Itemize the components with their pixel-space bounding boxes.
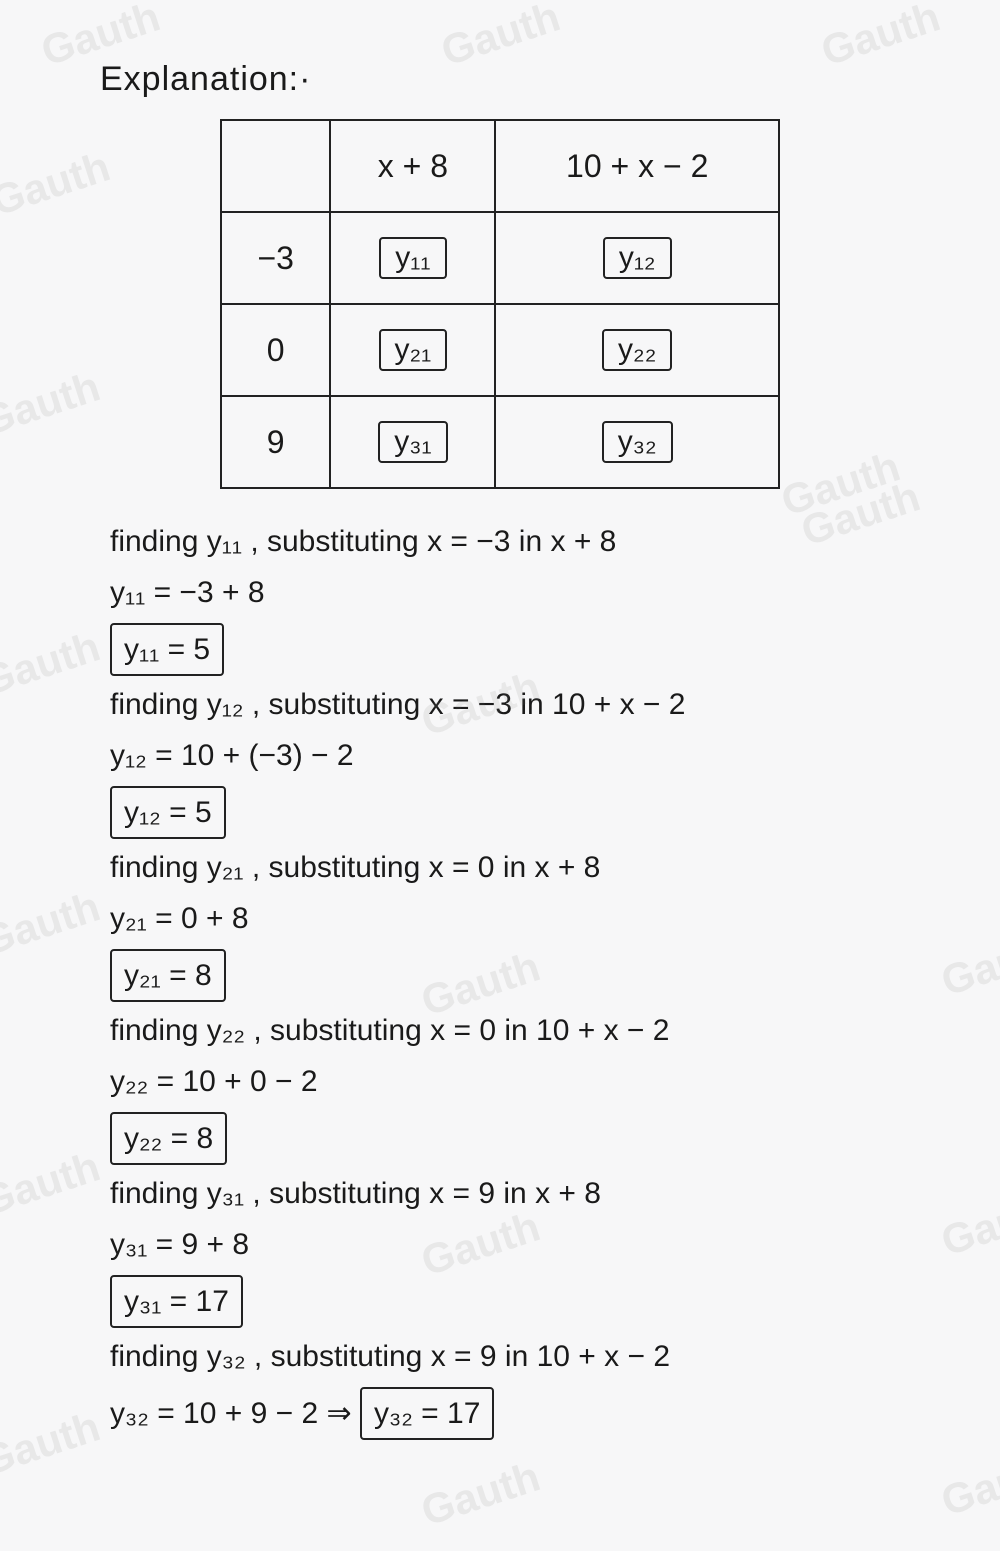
watermark: Gauth (936, 1182, 1000, 1265)
step-intro: finding y₃₁ , substituting x = 9 in x + … (110, 1171, 920, 1216)
step-intro: finding y₂₂ , substituting x = 0 in 10 +… (110, 1008, 920, 1053)
step-eq: y₃₂ = 10 + 9 − 2 ⇒ (110, 1397, 352, 1430)
step-ans: y₁₂ = 5 (110, 784, 920, 839)
x-value: 9 (221, 396, 330, 488)
y-cell: y₁₁ (330, 212, 495, 304)
step-ans: y₃₁ = 17 (110, 1273, 920, 1328)
answer-box: y₂₁ = 8 (110, 949, 226, 1002)
step-eq: y₃₁ = 9 + 8 (110, 1222, 920, 1267)
table-row: 0 y₂₁ y₂₂ (221, 304, 779, 396)
y11-cell: y₁₁ (379, 237, 446, 279)
explanation-heading: Explanation:· (100, 60, 960, 99)
watermark: Gauth (0, 1402, 106, 1485)
table-header-expr2: 10 + x − 2 (495, 120, 779, 212)
step-ans: y₁₁ = 5 (110, 621, 920, 676)
step-intro: finding y₂₁ , substituting x = 0 in x + … (110, 845, 920, 890)
y12-cell: y₁₂ (603, 237, 672, 279)
answer-box: y₃₂ = 17 (360, 1387, 494, 1440)
y-cell: y₂₁ (330, 304, 495, 396)
y22-cell: y₂₂ (602, 329, 672, 371)
step-eq: y₁₂ = 10 + (−3) − 2 (110, 733, 920, 778)
answer-box: y₂₂ = 8 (110, 1112, 227, 1165)
watermark: Gauth (0, 622, 106, 705)
y-cell: y₃₂ (495, 396, 779, 488)
y-cell: y₂₂ (495, 304, 779, 396)
answer-box: y₁₁ = 5 (110, 623, 224, 676)
step-eq: y₂₂ = 10 + 0 − 2 (110, 1059, 920, 1104)
watermark: Gauth (416, 1452, 546, 1535)
y32-cell: y₃₂ (602, 421, 673, 463)
step-intro: finding y₁₂ , substituting x = −3 in 10 … (110, 682, 920, 727)
table-header-blank (221, 120, 330, 212)
work-steps: finding y₁₁ , substituting x = −3 in x +… (110, 519, 920, 1440)
step-eq: y₁₁ = −3 + 8 (110, 570, 920, 615)
step-ans: y₂₁ = 8 (110, 947, 920, 1002)
watermark: Gauth (0, 142, 116, 225)
page: Explanation:· x + 8 10 + x − 2 −3 y₁₁ y₁… (0, 0, 1000, 1551)
watermark: Gauth (0, 1142, 106, 1225)
step-eq-inline: y₃₂ = 10 + 9 − 2 ⇒ y₃₂ = 17 (110, 1385, 920, 1440)
watermark: Gauth (776, 442, 906, 525)
step-eq: y₂₁ = 0 + 8 (110, 896, 920, 941)
watermark: Gauth (936, 922, 1000, 1005)
step-ans: y₂₂ = 8 (110, 1110, 920, 1165)
watermark: Gauth (0, 362, 106, 445)
y21-cell: y₂₁ (379, 329, 448, 371)
y31-cell: y₃₁ (378, 421, 447, 463)
step-intro: finding y₃₂ , substituting x = 9 in 10 +… (110, 1334, 920, 1379)
table-header-expr1: x + 8 (330, 120, 495, 212)
step-intro: finding y₁₁ , substituting x = −3 in x +… (110, 519, 920, 564)
value-table: x + 8 10 + x − 2 −3 y₁₁ y₁₂ 0 y₂₁ y₂₂ 9 … (220, 119, 780, 489)
watermark: Gauth (0, 882, 106, 965)
answer-box: y₃₁ = 17 (110, 1275, 243, 1328)
y-cell: y₃₁ (330, 396, 495, 488)
watermark: Gauth (936, 1442, 1000, 1525)
x-value: 0 (221, 304, 330, 396)
answer-box: y₁₂ = 5 (110, 786, 226, 839)
table-row: 9 y₃₁ y₃₂ (221, 396, 779, 488)
y-cell: y₁₂ (495, 212, 779, 304)
table-header-row: x + 8 10 + x − 2 (221, 120, 779, 212)
table-row: −3 y₁₁ y₁₂ (221, 212, 779, 304)
x-value: −3 (221, 212, 330, 304)
